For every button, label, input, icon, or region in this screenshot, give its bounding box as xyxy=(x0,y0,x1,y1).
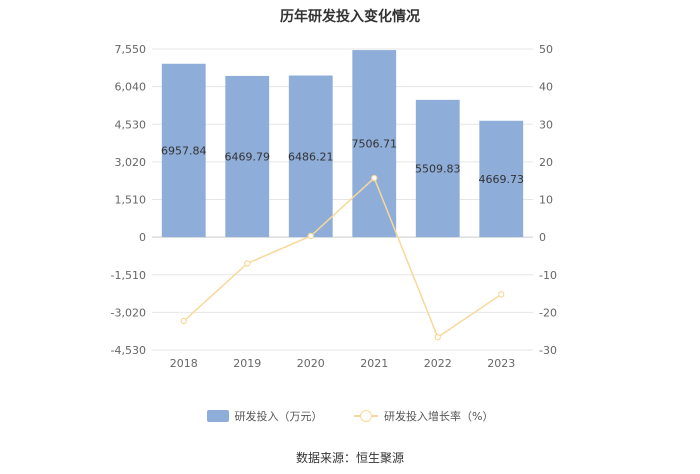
legend: 研发投入（万元） 研发投入增长率（%） xyxy=(0,408,700,425)
bar xyxy=(415,99,460,238)
line-point xyxy=(244,260,251,267)
x-tick-label: 2018 xyxy=(170,357,198,370)
legend-line-swatch-icon xyxy=(354,410,379,422)
line-point xyxy=(498,291,505,298)
growth-line xyxy=(183,176,502,339)
bar xyxy=(288,75,333,238)
y-right-tick-label: 50 xyxy=(539,43,553,56)
y-right-tick-label: -20 xyxy=(539,306,557,319)
bar-data-label: 6469.79 xyxy=(225,151,271,164)
legend-item-line[interactable]: 研发投入增长率（%） xyxy=(354,408,493,424)
y-left-tick-label: 7,550 xyxy=(115,43,147,56)
y-left-tick-label: 3,020 xyxy=(115,156,147,169)
y-right-tick-label: -10 xyxy=(539,269,557,282)
y-left-tick-label: -1,510 xyxy=(111,269,146,282)
line-point xyxy=(307,232,314,240)
x-tick-label: 2023 xyxy=(487,357,515,370)
chart-title: 历年研发投入变化情况 xyxy=(280,9,420,25)
y-left-tick-label: 4,530 xyxy=(115,118,147,131)
x-tick-label: 2021 xyxy=(360,357,388,370)
y-left-tick-label: 6,040 xyxy=(115,81,147,94)
x-tick-label: 2022 xyxy=(424,357,452,370)
y-right-tick-label: 30 xyxy=(539,118,553,131)
legend-bar-swatch-icon xyxy=(206,410,229,422)
line-point xyxy=(180,317,187,325)
y-right-tick-label: -30 xyxy=(539,344,557,357)
y-right-tick-label: 0 xyxy=(539,231,546,244)
y-left-tick-label: -4,530 xyxy=(111,344,146,357)
bar-data-label: 4669.73 xyxy=(479,173,525,186)
x-tick-label: 2020 xyxy=(297,357,325,370)
bar xyxy=(161,63,206,238)
bar xyxy=(225,75,270,238)
legend-line-label: 研发投入增长率（%） xyxy=(384,410,494,423)
bar-data-label: 5509.83 xyxy=(415,162,461,175)
bar-data-label: 6957.84 xyxy=(161,144,207,157)
bar xyxy=(479,120,524,238)
data-source: 数据来源：恒生聚源 xyxy=(295,451,404,465)
bar-data-label: 6486.21 xyxy=(288,150,334,163)
line-point xyxy=(371,174,378,182)
y-left-tick-label: 0 xyxy=(139,231,146,244)
line-point xyxy=(434,334,441,341)
y-right-tick-label: 10 xyxy=(539,194,553,207)
legend-bar-label: 研发投入（万元） xyxy=(234,410,323,423)
y-right-tick-label: 40 xyxy=(539,81,553,94)
legend-item-bar[interactable]: 研发投入（万元） xyxy=(206,408,323,424)
x-tick-label: 2019 xyxy=(233,357,261,370)
y-right-tick-label: 20 xyxy=(539,156,553,169)
y-left-tick-label: -3,020 xyxy=(111,306,146,319)
bar-data-label: 7506.71 xyxy=(352,138,398,151)
y-left-tick-label: 1,510 xyxy=(115,194,147,207)
bar xyxy=(352,50,397,238)
